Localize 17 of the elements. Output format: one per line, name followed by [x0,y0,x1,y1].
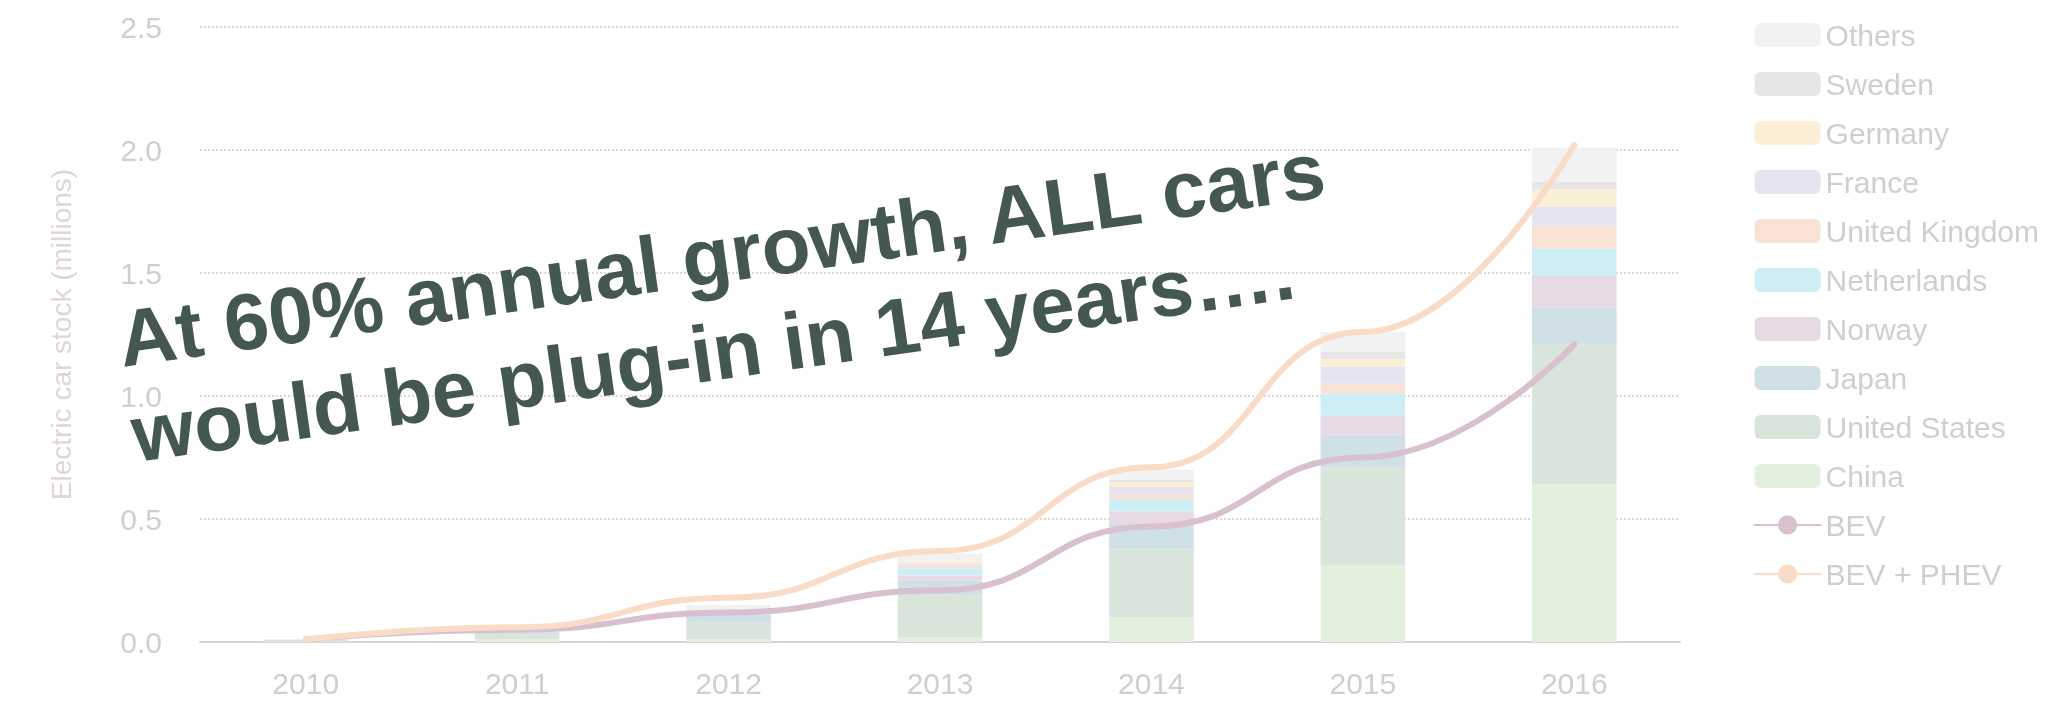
bar [1320,359,1406,367]
bar [1532,206,1617,227]
bar [1320,383,1406,394]
bar [897,575,983,581]
bar [1532,189,1617,207]
bar [1532,275,1617,308]
bar [474,634,560,640]
bar [1109,499,1194,512]
bar [897,568,983,576]
bar [1532,226,1617,249]
bar [1532,248,1617,276]
bar [1320,415,1406,436]
bar [1109,494,1194,500]
bar [1320,366,1406,384]
bar [1320,393,1406,416]
bar [1109,487,1194,495]
bar [1109,482,1194,488]
